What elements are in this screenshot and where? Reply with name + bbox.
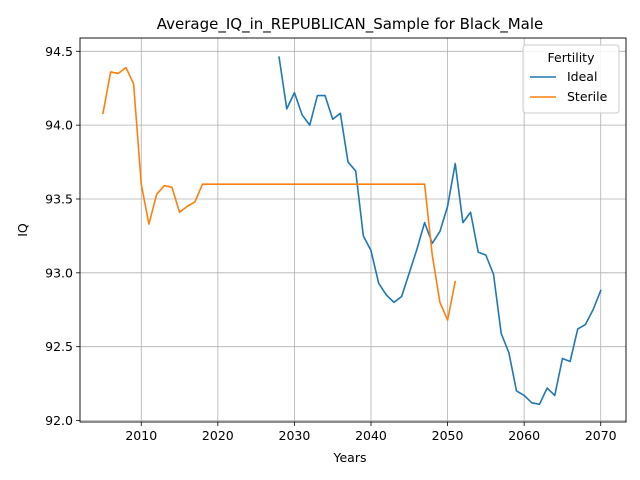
legend-title: Fertility bbox=[548, 50, 596, 65]
x-tick-label: 2020 bbox=[202, 428, 234, 443]
x-tick-label: 2030 bbox=[279, 428, 311, 443]
y-tick-label: 92.0 bbox=[45, 413, 73, 428]
legend-label-sterile: Sterile bbox=[567, 89, 608, 104]
y-tick-label: 94.5 bbox=[45, 44, 73, 59]
y-axis-label: IQ bbox=[15, 223, 30, 237]
x-tick-label: 2040 bbox=[355, 428, 387, 443]
x-tick-label: 2050 bbox=[432, 428, 464, 443]
x-axis-label: Years bbox=[333, 450, 367, 465]
y-tick-label: 92.5 bbox=[45, 339, 73, 354]
chart-title: Average_IQ_in_REPUBLICAN_Sample for Blac… bbox=[157, 15, 543, 34]
y-tick-label: 94.0 bbox=[45, 118, 73, 133]
legend: Fertility Ideal Sterile bbox=[523, 45, 619, 113]
legend-label-ideal: Ideal bbox=[567, 69, 597, 84]
x-tick-label: 2070 bbox=[585, 428, 617, 443]
y-tick-label: 93.0 bbox=[45, 265, 73, 280]
y-tick-label: 93.5 bbox=[45, 191, 73, 206]
x-tick-label: 2010 bbox=[125, 428, 157, 443]
x-tick-label: 2060 bbox=[508, 428, 540, 443]
